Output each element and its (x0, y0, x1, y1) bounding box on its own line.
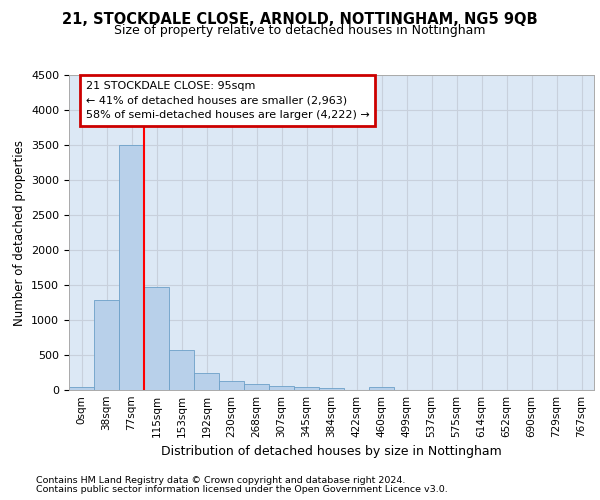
Bar (219, 381, 244, 390)
X-axis label: Distribution of detached houses by size in Nottingham: Distribution of detached houses by size … (161, 446, 502, 458)
Bar (169, 350, 194, 390)
Text: Size of property relative to detached houses in Nottingham: Size of property relative to detached ho… (114, 24, 486, 37)
Bar (269, 386, 294, 390)
Y-axis label: Number of detached properties: Number of detached properties (13, 140, 26, 326)
Bar (319, 388, 344, 390)
Bar (294, 387, 319, 390)
Bar (244, 384, 269, 390)
Text: 21, STOCKDALE CLOSE, ARNOLD, NOTTINGHAM, NG5 9QB: 21, STOCKDALE CLOSE, ARNOLD, NOTTINGHAM,… (62, 12, 538, 28)
Bar (119, 145, 144, 390)
Text: Contains HM Land Registry data © Crown copyright and database right 2024.: Contains HM Land Registry data © Crown c… (36, 476, 406, 485)
Bar (369, 387, 394, 390)
Bar (194, 373, 219, 390)
Bar (69, 386, 94, 390)
Text: Contains public sector information licensed under the Open Government Licence v3: Contains public sector information licen… (36, 485, 448, 494)
Bar (144, 287, 169, 390)
Bar (94, 300, 119, 390)
Text: 21 STOCKDALE CLOSE: 95sqm
← 41% of detached houses are smaller (2,963)
58% of se: 21 STOCKDALE CLOSE: 95sqm ← 41% of detac… (86, 80, 370, 120)
